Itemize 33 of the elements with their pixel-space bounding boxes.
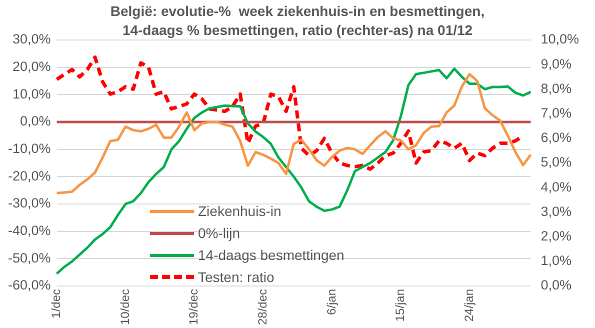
y-tick-label: 30,0% [12, 32, 51, 47]
y2-tick-label: 1,0% [540, 253, 572, 268]
y2-tick-label: 2,0% [540, 228, 572, 244]
legend-label: Ziekenhuis-in [198, 203, 282, 219]
y2-tick-label: 0,0% [540, 278, 572, 293]
y2-tick-label: 6,0% [540, 130, 572, 146]
y2-tick-label: 4,0% [540, 179, 572, 194]
x-tick-label: 1/dec [49, 288, 64, 318]
y2-tick-label: 9,0% [540, 56, 572, 72]
y2-tick-label: 3,0% [540, 204, 572, 219]
y-tick-label: 0,0% [20, 114, 51, 129]
x-tick-label: 6/jan [324, 288, 338, 315]
y-tick-label: 20,0% [12, 59, 51, 74]
legend-label: 14-daags besmettingen [198, 247, 344, 263]
y-tick-label: -40,0% [8, 223, 51, 238]
legend-label: Testen: ratio [198, 269, 274, 285]
chart-title: België: evolutie-% week ziekenhuis-in en besmettingen, 14-daags % besmettingen, ratio (rechter-as) na 01/12 [109, 2, 486, 40]
y-tick-label: -10,0% [8, 141, 51, 156]
y2-tick-label: 7,0% [540, 106, 572, 121]
y2-tick-label: 5,0% [540, 154, 572, 170]
x-tick-label: 24/jan [462, 288, 476, 322]
x-tick-label: 10/dec [118, 288, 132, 325]
y-tick-label: -50,0% [8, 250, 51, 266]
legend-label: 0%-lijn [198, 225, 240, 241]
y2-tick-label: 10,0% [540, 32, 580, 47]
y-tick-label: -60,0% [8, 278, 51, 293]
y2-tick-label: 8,0% [540, 80, 572, 96]
y-tick-label: -30,0% [8, 196, 51, 211]
x-tick-label: 19/dec [186, 288, 201, 325]
y-tick-label: -20,0% [8, 168, 51, 184]
x-tick-label: 15/jan [393, 288, 408, 322]
y-tick-label: 10,0% [12, 86, 51, 102]
x-tick-label: 28/dec [255, 288, 270, 325]
